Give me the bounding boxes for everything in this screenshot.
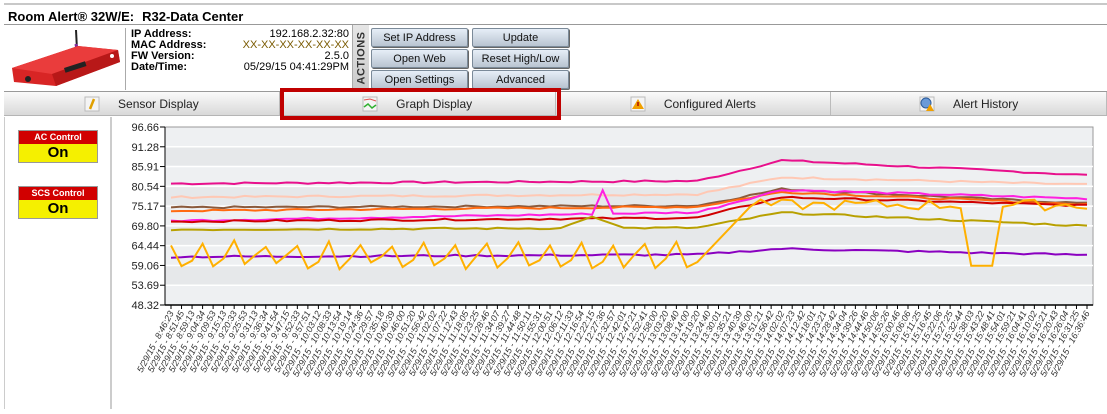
- product-name: Room Alert® 32W/E:: [8, 9, 135, 24]
- datetime-value: 05/29/15 04:41:29PM: [243, 61, 349, 73]
- svg-text:64.44: 64.44: [131, 241, 159, 253]
- tab-graph-display[interactable]: Graph Display: [280, 92, 556, 115]
- ip-address-value: 192.168.2.32:80: [269, 28, 349, 40]
- series-magenta: [170, 187, 1088, 223]
- svg-text:91.28: 91.28: [131, 142, 159, 154]
- series-red: [171, 195, 1088, 224]
- device-image: [6, 28, 126, 90]
- warning-icon: [630, 96, 646, 112]
- title-bar: Room Alert® 32W/E: R32-Data Center: [4, 3, 1107, 25]
- series-olive: [170, 211, 1088, 232]
- graph-icon: [362, 96, 378, 112]
- series-orange: [170, 190, 1088, 213]
- update-firmware-button[interactable]: Update Firmware: [472, 28, 569, 61]
- open-settings-button[interactable]: Open Settings: [371, 70, 468, 89]
- ac-control-state: On: [19, 144, 97, 162]
- scs-control-indicator: SCS Control On: [18, 186, 98, 219]
- scs-control-state: On: [19, 200, 97, 218]
- info-row-ip: IP Address: 192.168.2.32:80: [131, 28, 349, 40]
- open-web-button[interactable]: Open Web: [371, 49, 468, 68]
- actions-grid: Set IP Address Update Firmware Open Web …: [371, 28, 569, 89]
- tab-configured-alerts[interactable]: Configured Alerts: [556, 92, 832, 115]
- ac-control-indicator: AC Control On: [18, 130, 98, 163]
- line-chart: 96.66 91.28 85.91 80.54 75.17 69.80 64.44 59.06…: [131, 122, 1094, 378]
- reset-high-low-button[interactable]: Reset High/Low: [472, 49, 569, 68]
- series-purple: [170, 247, 1088, 259]
- device-name: R32-Data Center: [142, 9, 244, 24]
- device-info-table: IP Address: 192.168.2.32:80 MAC Address: X…: [131, 29, 349, 73]
- sensor-graph: 96.66 91.28 85.91 80.54 75.17 69.80 64.44 59.06…: [114, 117, 1107, 409]
- thermometer-icon: [84, 96, 100, 112]
- set-ip-address-button[interactable]: Set IP Address: [371, 28, 468, 47]
- series-deep-pink: [170, 158, 1088, 186]
- svg-text:85.91: 85.91: [131, 162, 159, 174]
- tab-bar: Sensor Display Graph Display Configured …: [4, 88, 1107, 120]
- tab-sensor-display[interactable]: Sensor Display: [4, 92, 280, 115]
- actions-label: ACTIONS: [352, 25, 369, 91]
- svg-text:53.69: 53.69: [131, 280, 159, 292]
- device-info-panel: IP Address: 192.168.2.32:80 MAC Address: X…: [4, 24, 1107, 92]
- svg-text:59.06: 59.06: [131, 260, 159, 272]
- info-row-fw: FW Version: 2.5.0: [131, 50, 349, 62]
- controls-panel: AC Control On SCS Control On: [4, 117, 112, 409]
- mac-address-value: XX-XX-XX-XX-XX-XX: [242, 39, 349, 51]
- tab-alert-history[interactable]: Alert History: [831, 92, 1107, 115]
- svg-text:80.54: 80.54: [131, 181, 159, 193]
- fw-version-value: 2.5.0: [324, 50, 349, 62]
- history-icon: [919, 96, 935, 112]
- series-amber: [170, 198, 1088, 272]
- svg-text:48.32: 48.32: [131, 300, 159, 312]
- series-light-salmon: [170, 176, 1087, 200]
- info-row-datetime: Date/Time: 05/29/15 04:41:29PM: [131, 61, 349, 73]
- svg-text:69.80: 69.80: [131, 221, 159, 233]
- advanced-button[interactable]: Advanced: [472, 70, 569, 89]
- svg-text:75.17: 75.17: [131, 201, 159, 213]
- svg-text:96.66: 96.66: [131, 122, 159, 134]
- info-row-mac: MAC Address: XX-XX-XX-XX-XX-XX: [131, 39, 349, 51]
